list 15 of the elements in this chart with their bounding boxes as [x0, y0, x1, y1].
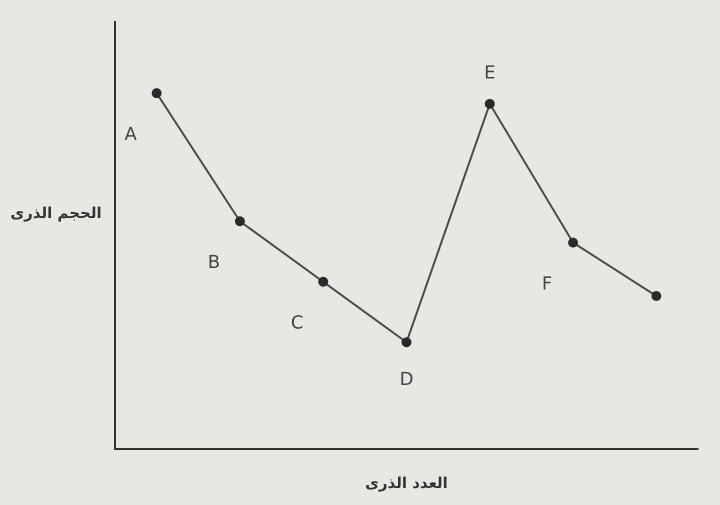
y-axis-title: الحجم الذرى [9, 204, 103, 222]
x-tick-label: B [208, 252, 220, 273]
x-tick-label: A [124, 124, 138, 145]
x-tick-label: E [484, 62, 496, 84]
point [234, 216, 245, 226]
point [484, 98, 495, 109]
point [402, 337, 412, 348]
x-tick-label: C [290, 312, 304, 334]
x-tick-label: D [400, 368, 414, 390]
x-tick-label: F [542, 273, 552, 294]
point [318, 276, 328, 287]
point [568, 238, 578, 248]
point [152, 88, 162, 98]
point [651, 290, 662, 301]
x-axis-title: العدد الذرى [365, 474, 448, 492]
